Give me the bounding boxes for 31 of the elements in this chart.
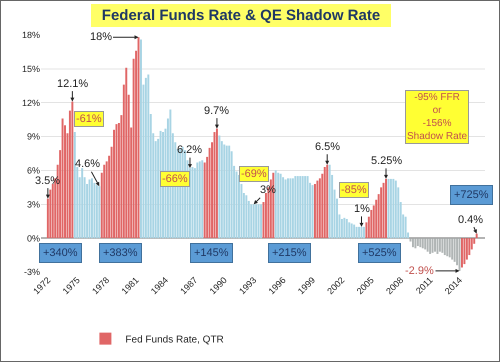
annotation: +525%: [362, 247, 397, 259]
chart-title: Federal Funds Rate & QE Shadow Rate: [91, 4, 391, 28]
annotation: 12.1%: [57, 78, 88, 90]
y-tick-label: 6%: [26, 166, 40, 176]
annotation: +215%: [272, 247, 307, 259]
legend-label: Fed Funds Rate, QTR: [125, 334, 224, 346]
annotation: -61%: [76, 113, 102, 125]
y-tick-label: -3%: [24, 267, 40, 278]
y-tick-label: 0%: [26, 233, 40, 244]
y-tick-label: 3%: [26, 199, 40, 210]
annotation: 18%: [90, 31, 112, 43]
annotation: 0.4%: [458, 214, 484, 226]
annotation: +145%: [194, 247, 229, 259]
annotation: 4.6%: [75, 158, 100, 170]
annotation: -66%: [162, 173, 188, 185]
annotation: +383%: [103, 247, 138, 259]
annotation: 5.25%: [371, 155, 402, 167]
annotation: -85%: [341, 184, 367, 196]
y-tick-label: 15%: [22, 64, 40, 74]
annotation: -69%: [241, 168, 267, 180]
annotation: 6.2%: [177, 144, 202, 156]
annotation: +725%: [454, 189, 489, 201]
annotation: -95% FFR or -156% Shadow Rate: [407, 92, 468, 142]
annotation: +340%: [43, 247, 78, 259]
annotation: -2.9%: [405, 265, 434, 277]
y-tick-label: 9%: [26, 132, 40, 142]
annotation: 1%: [354, 203, 370, 215]
annotation: 6.5%: [315, 141, 340, 153]
y-tick-label: 12%: [22, 98, 40, 108]
y-tick-label: 18%: [22, 30, 40, 40]
annotation: 9.7%: [204, 105, 230, 117]
